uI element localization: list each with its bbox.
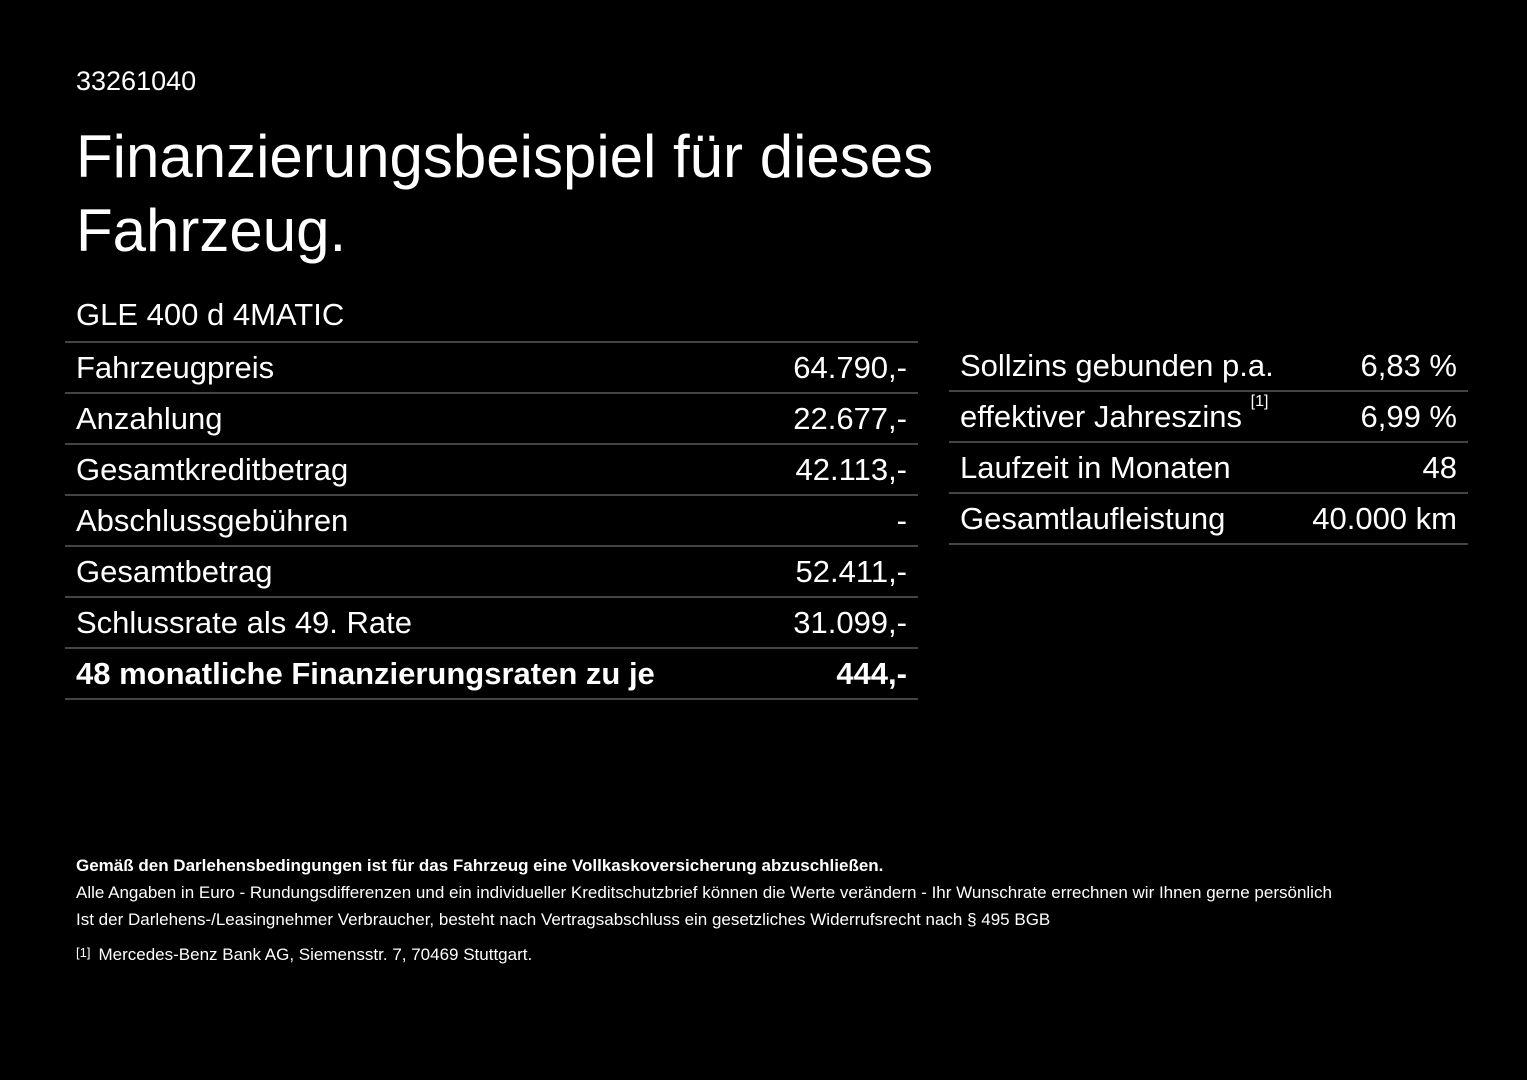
title: Finanzierungsbeispiel für dieses Fahrzeug… — [76, 120, 933, 268]
table-row: Gesamtlaufleistung 40.000 km — [949, 493, 1468, 545]
row-label: effektiver Jahreszins [1] — [949, 391, 1296, 443]
row-value: 6,83 % — [1295, 341, 1468, 392]
table-row: Schlussrate als 49. Rate 31.099,- — [65, 597, 918, 649]
footnote-ref: [1] — [1250, 392, 1269, 410]
footnote: [1] Mercedes-Benz Bank AG, Siemensstr. 7,… — [76, 941, 1332, 968]
row-value: 444,- — [760, 648, 918, 700]
row-value: 52.411,- — [760, 546, 918, 598]
table-row: 48 monatliche Finanzierungsraten zu je 44… — [65, 648, 918, 700]
row-label: Gesamtlaufleistung — [949, 493, 1296, 545]
table-row: Sollzins gebunden p.a. 6,83 % — [949, 341, 1468, 392]
footer-line: Alle Angaben in Euro - Rundungsdifferenz… — [76, 883, 1332, 902]
title-line: Finanzierungsbeispiel für dieses — [76, 123, 934, 190]
row-value: 42.113,- — [760, 444, 918, 496]
offer-id: 33261040 — [76, 66, 197, 96]
row-value: - — [760, 495, 918, 547]
row-label: Schlussrate als 49. Rate — [65, 597, 761, 649]
row-label: Abschlussgebühren — [65, 495, 761, 547]
row-label: Gesamtkreditbetrag — [65, 444, 761, 496]
row-value: 22.677,- — [760, 393, 918, 445]
footer-line: Ist der Darlehens-/Leasingnehmer Verbrau… — [76, 910, 1051, 929]
table-row: Abschlussgebühren - — [65, 495, 918, 547]
row-label: Anzahlung — [65, 393, 761, 445]
row-value: 40.000 km — [1295, 493, 1468, 545]
row-value: 6,99 % — [1295, 391, 1468, 443]
table-row: Gesamtkreditbetrag 42.113,- — [65, 444, 918, 496]
footnote-mark: [1] — [76, 945, 91, 960]
model: GLE 400 d 4MATIC — [76, 297, 345, 332]
footnote-text: Mercedes-Benz Bank AG, Siemensstr. 7, 70… — [98, 945, 533, 964]
left-table: Fahrzeugpreis 64.790,- Anzahlung 22.677,- Ge… — [65, 341, 918, 700]
footer-bold: Gemäß den Darlehensbedingungen ist für d… — [76, 856, 884, 875]
table-row: Fahrzeugpreis 64.790,- — [65, 342, 918, 394]
footer: Gemäß den Darlehensbedingungen ist für d… — [76, 852, 1332, 968]
row-label: Gesamtbetrag — [65, 546, 761, 598]
table-row: Anzahlung 22.677,- — [65, 393, 918, 445]
row-label: Sollzins gebunden p.a. — [949, 341, 1296, 392]
row-value: 64.790,- — [760, 342, 918, 394]
row-value: 31.099,- — [760, 597, 918, 649]
row-value: 48 — [1295, 442, 1468, 494]
right-table: Sollzins gebunden p.a. 6,83 % effektiver J… — [949, 341, 1468, 545]
table-row: effektiver Jahreszins [1] 6,99 % — [949, 391, 1468, 443]
table-row: Gesamtbetrag 52.411,- — [65, 546, 918, 598]
row-label: Laufzeit in Monaten — [949, 442, 1296, 494]
table-row: Laufzeit in Monaten 48 — [949, 442, 1468, 494]
title-line: Fahrzeug. — [76, 197, 347, 264]
row-label: 48 monatliche Finanzierungsraten zu je — [65, 648, 761, 700]
row-label: Fahrzeugpreis — [65, 342, 761, 394]
